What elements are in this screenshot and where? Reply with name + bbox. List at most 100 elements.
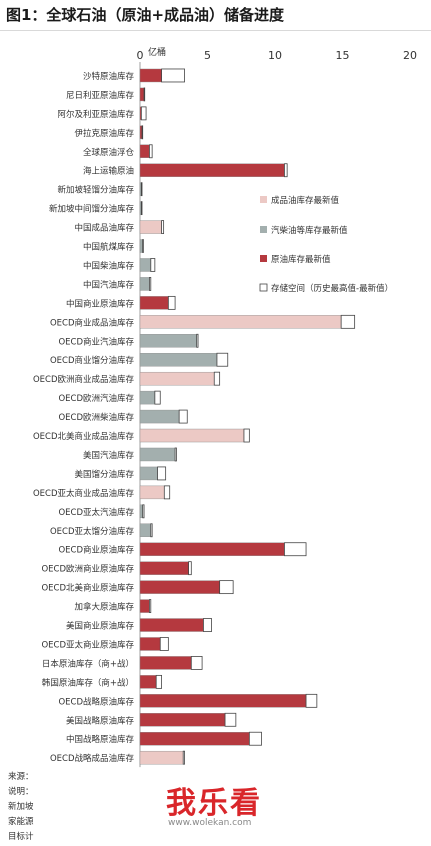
title-divider: [0, 30, 431, 31]
category-label: 中国航煤库存: [83, 242, 135, 253]
bar-current: [139, 390, 156, 405]
x-tick-label: 20: [403, 49, 417, 62]
category-label: OECD欧洲汽油库存: [58, 393, 134, 404]
bar-current: [139, 523, 152, 537]
bar-space: [213, 371, 221, 386]
bar-current: [139, 428, 245, 443]
bar-space: [305, 693, 318, 708]
bar-space: [284, 542, 307, 557]
bar-space: [216, 352, 229, 367]
legend-swatch: [260, 255, 267, 262]
bar-current: [139, 580, 220, 594]
x-tick-label: 15: [336, 49, 350, 62]
x-tick-label: 0: [137, 49, 144, 62]
footnote-line-5: 目标计: [8, 832, 34, 842]
category-label: OECD商业原油库存: [58, 545, 134, 556]
category-label: 新加坡轻馏分油库存: [57, 185, 134, 196]
bar-space: [149, 277, 152, 291]
bar-current: [139, 220, 162, 234]
bar-current: [139, 296, 169, 310]
bar-space: [163, 485, 171, 500]
category-label: OECD战略原油库存: [58, 696, 134, 707]
bar-current: [139, 353, 218, 367]
bar-current: [139, 87, 145, 102]
bar-current: [139, 542, 285, 556]
x-tick-label: 5: [204, 49, 211, 62]
bar-space: [150, 258, 156, 272]
bar-space: [196, 333, 199, 348]
bar-current: [139, 561, 189, 575]
page-title: 图1：全球石油（原油+成品油）储备进度: [6, 6, 285, 24]
category-label: 美国馏分油库存: [74, 469, 134, 480]
category-label: 海上运输原油: [83, 166, 134, 177]
bar-space: [161, 68, 185, 83]
category-label: OECD欧洲商业成品油库存: [33, 374, 135, 385]
legend-label: 汽柴油等库存最新值: [271, 225, 348, 236]
footnote-source: 来源：: [8, 772, 34, 782]
category-label: 中国柴油库存: [83, 260, 135, 271]
category-label: 沙特原油库存: [83, 71, 135, 82]
category-label: 伊拉克原油库存: [74, 128, 134, 139]
bar-current: [139, 334, 197, 348]
bar-space: [178, 409, 188, 424]
bar-current: [139, 485, 165, 500]
category-label: 中国商业原油库存: [66, 298, 135, 309]
bar-space: [140, 106, 147, 121]
legend-swatch: [259, 283, 268, 292]
bar-current: [139, 277, 150, 291]
bar-space: [284, 163, 288, 178]
bar-current: [139, 315, 342, 329]
category-label: OECD欧洲柴油库存: [58, 412, 134, 423]
legend-swatch: [260, 196, 267, 203]
bar-space: [219, 580, 234, 595]
legend-label: 原油库存最新值: [271, 254, 331, 265]
bar-current: [139, 713, 226, 727]
watermark-logo: 我乐看: [166, 786, 262, 821]
bar-space: [154, 390, 161, 405]
category-label: OECD亚太汽油库存: [58, 507, 134, 518]
bar-space: [203, 618, 212, 632]
bar-space: [167, 295, 176, 310]
legend-swatch: [260, 226, 267, 233]
bar-current: [139, 466, 158, 481]
footnote-line-3: 新加坡: [8, 802, 34, 812]
category-label: OECD商业成品油库存: [50, 317, 135, 328]
category-label: 美国战略原油库存: [66, 715, 135, 726]
category-label: 韩国原油库存（商+战）: [42, 677, 134, 688]
legend-label: 存储空间（历史最高值-最新值）: [271, 283, 393, 294]
bar-space: [149, 144, 153, 159]
category-label: 美国商业原油库存: [66, 621, 135, 632]
category-label: OECD亚太馏分油库存: [50, 526, 135, 537]
category-label: 加拿大原油库存: [74, 602, 134, 613]
bar-space: [243, 428, 250, 443]
bar-current: [139, 163, 285, 177]
watermark-url: www.wolekan.com: [168, 818, 252, 828]
bar-current: [139, 599, 150, 613]
category-label: OECD亚太商业原油库存: [41, 639, 134, 650]
category-label: 尼日利亚原油库存: [66, 90, 135, 101]
bar-space: [182, 750, 185, 765]
bar-space: [140, 201, 143, 216]
bar-space: [224, 712, 237, 727]
category-label: OECD北美商业原油库存: [41, 583, 134, 594]
bar-current: [139, 675, 157, 689]
bar-space: [157, 466, 167, 481]
bar-space: [141, 125, 144, 140]
bar-current: [139, 694, 307, 708]
bar-space: [142, 239, 144, 253]
bar-current: [139, 656, 192, 670]
category-label: OECD亚太商业成品油库存: [33, 488, 135, 499]
bar-space: [140, 182, 143, 197]
category-label: OECD战略成品油库存: [50, 753, 135, 764]
bar-space: [248, 731, 262, 746]
bar-space: [190, 656, 203, 670]
category-label: 中国汽油库存: [83, 279, 135, 290]
bar-current: [139, 732, 250, 746]
bar-space: [188, 561, 192, 576]
category-label: 日本原油库存（商+战）: [42, 658, 134, 669]
x-tick-label: 10: [268, 49, 282, 62]
category-label: OECD商业馏分油库存: [50, 355, 135, 366]
category-label: 全球原油浮仓: [83, 147, 135, 158]
category-label: 美国汽油库存: [83, 450, 135, 461]
